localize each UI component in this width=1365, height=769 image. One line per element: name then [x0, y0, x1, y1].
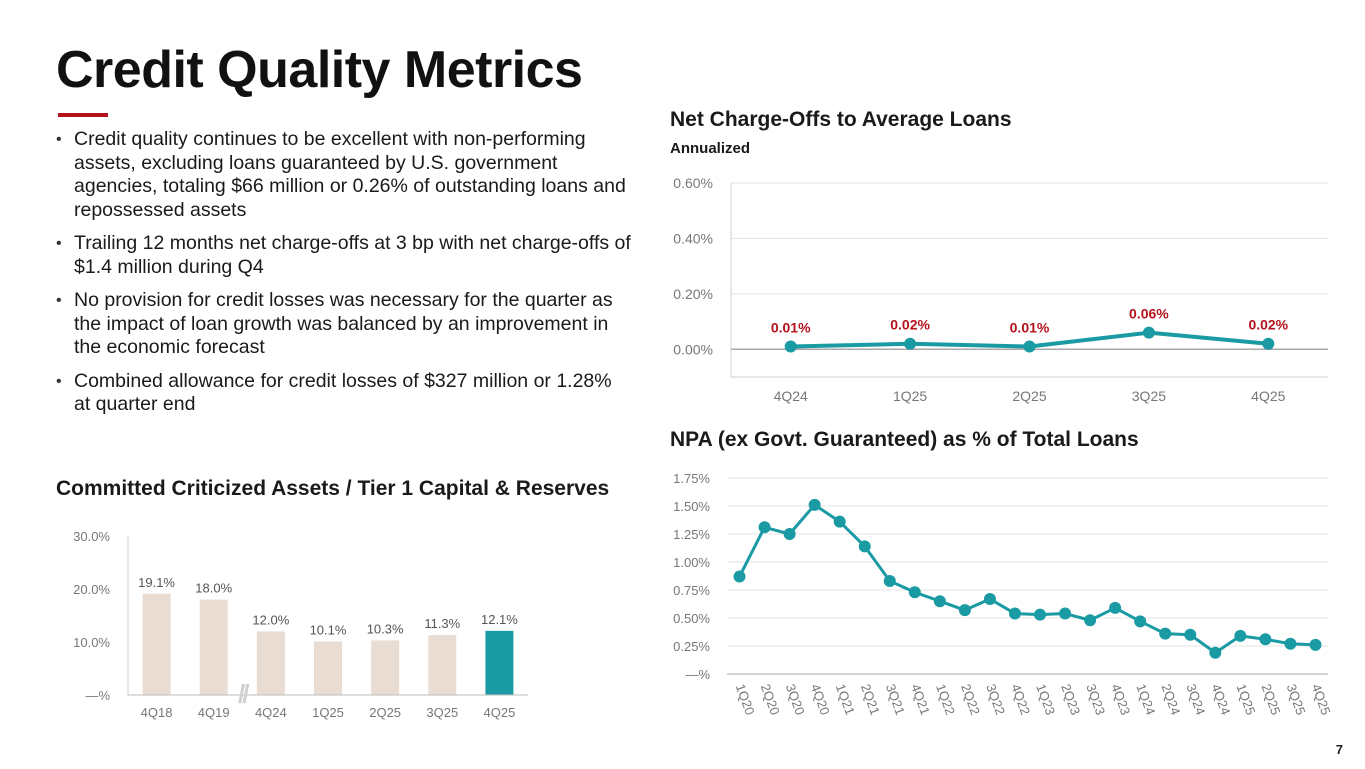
x-tick-label: 2Q25: [369, 705, 401, 720]
npa-data-point: [1209, 646, 1222, 659]
npa-data-point: [883, 575, 896, 588]
npa-data-point: [1184, 628, 1197, 641]
y-tick-label: 0.50%: [673, 611, 710, 626]
npa-data-point: [833, 515, 846, 528]
nco-data-label: 0.01%: [771, 320, 811, 336]
nco-chart-title: Net Charge-Offs to Average Loans: [670, 108, 1012, 131]
nco-data-label: 0.06%: [1129, 306, 1169, 322]
nco-data-label: 0.02%: [1248, 317, 1288, 333]
npa-chart-title: NPA (ex Govt. Guaranteed) as % of Total …: [670, 428, 1139, 451]
y-tick-label: 0.25%: [673, 639, 710, 654]
x-tick-label: 4Q24: [255, 705, 287, 720]
x-tick-label: 4Q24: [774, 388, 808, 404]
npa-data-point: [733, 570, 746, 583]
npa-data-point: [1034, 608, 1047, 621]
cca-data-label: 12.1%: [481, 612, 518, 627]
npa-data-point: [1109, 601, 1122, 614]
y-tick-label: 10.0%: [73, 635, 110, 650]
cca-bar: [142, 593, 171, 695]
x-tick-label: 4Q25: [484, 705, 516, 720]
nco-data-point: [1262, 337, 1275, 350]
npa-data-point: [908, 586, 921, 599]
x-tick-label: 1Q25: [312, 705, 344, 720]
npa-data-point: [1059, 607, 1072, 620]
cca-bar: [256, 631, 285, 695]
y-tick-label: 0.40%: [673, 230, 713, 246]
npa-data-point: [983, 592, 996, 605]
cca-bar: [314, 641, 342, 695]
npa-data-point: [858, 540, 871, 553]
cca-data-label: 19.1%: [138, 575, 175, 590]
nco-data-label: 0.02%: [890, 317, 930, 333]
nco-chart-subtitle: Annualized: [670, 140, 751, 157]
npa-data-point: [1159, 627, 1172, 640]
title-accent-bar: [58, 113, 108, 117]
y-tick-label: 1.50%: [673, 499, 710, 514]
y-tick-label: 0.60%: [673, 175, 713, 191]
npa-data-point: [1309, 638, 1322, 651]
x-tick-label: 3Q25: [1132, 388, 1166, 404]
bullet-item: No provision for credit losses was neces…: [56, 289, 631, 360]
npa-data-point: [808, 498, 821, 511]
y-tick-label: 1.75%: [673, 471, 710, 486]
cca-data-label: 11.3%: [424, 616, 460, 631]
y-tick-label: 0.00%: [673, 341, 713, 357]
nco-data-point: [904, 337, 917, 350]
nco-data-point: [1023, 340, 1036, 353]
x-tick-label: 4Q25: [1251, 388, 1285, 404]
npa-data-point: [933, 595, 946, 608]
bullet-item: Combined allowance for credit losses of …: [56, 370, 631, 417]
cca-chart-title: Committed Criticized Assets / Tier 1 Cap…: [56, 477, 610, 500]
x-tick-label: 4Q19: [198, 705, 230, 720]
page-number: 7: [1335, 742, 1343, 757]
cca-bar: [199, 599, 228, 695]
y-tick-label: 0.75%: [673, 583, 710, 598]
npa-data-point: [1084, 614, 1097, 627]
summary-bullets: Credit quality continues to be excellent…: [56, 128, 631, 427]
nco-data-point: [784, 340, 797, 353]
nco-data-label: 0.01%: [1010, 320, 1050, 336]
y-tick-label: 20.0%: [73, 582, 110, 597]
page-title: Credit Quality Metrics: [56, 41, 583, 99]
npa-data-point: [1259, 633, 1272, 646]
cca-bar: [371, 640, 400, 695]
npa-data-point: [1134, 615, 1147, 628]
npa-data-point: [783, 528, 796, 540]
npa-data-point: [1284, 637, 1297, 650]
cca-bar: [485, 630, 514, 695]
npa-data-point: [1234, 629, 1247, 642]
y-tick-label: 1.00%: [673, 555, 710, 570]
x-tick-label: 1Q25: [893, 388, 927, 404]
bullet-item: Credit quality continues to be excellent…: [56, 128, 631, 222]
cca-data-label: 10.1%: [310, 622, 347, 637]
y-tick-label: 1.25%: [673, 527, 710, 542]
bullet-item: Trailing 12 months net charge-offs at 3 …: [56, 232, 631, 279]
cca-data-label: 18.0%: [195, 581, 232, 596]
y-tick-label: —%: [85, 688, 110, 703]
x-tick-label: 3Q25: [426, 705, 458, 720]
npa-data-point: [958, 604, 971, 617]
y-tick-label: 30.0%: [73, 529, 110, 544]
x-tick-label: 2Q25: [1012, 388, 1046, 404]
cca-bar: [428, 635, 457, 695]
npa-data-point: [758, 521, 771, 534]
nco-data-point: [1142, 326, 1155, 339]
cca-data-label: 10.3%: [367, 621, 404, 636]
y-tick-label: 0.20%: [673, 286, 713, 302]
axis-break-marker: //: [238, 679, 249, 709]
npa-data-point: [1008, 607, 1021, 620]
cca-data-label: 12.0%: [252, 612, 289, 627]
y-tick-label: —%: [685, 667, 710, 682]
x-tick-label: 4Q18: [141, 705, 173, 720]
